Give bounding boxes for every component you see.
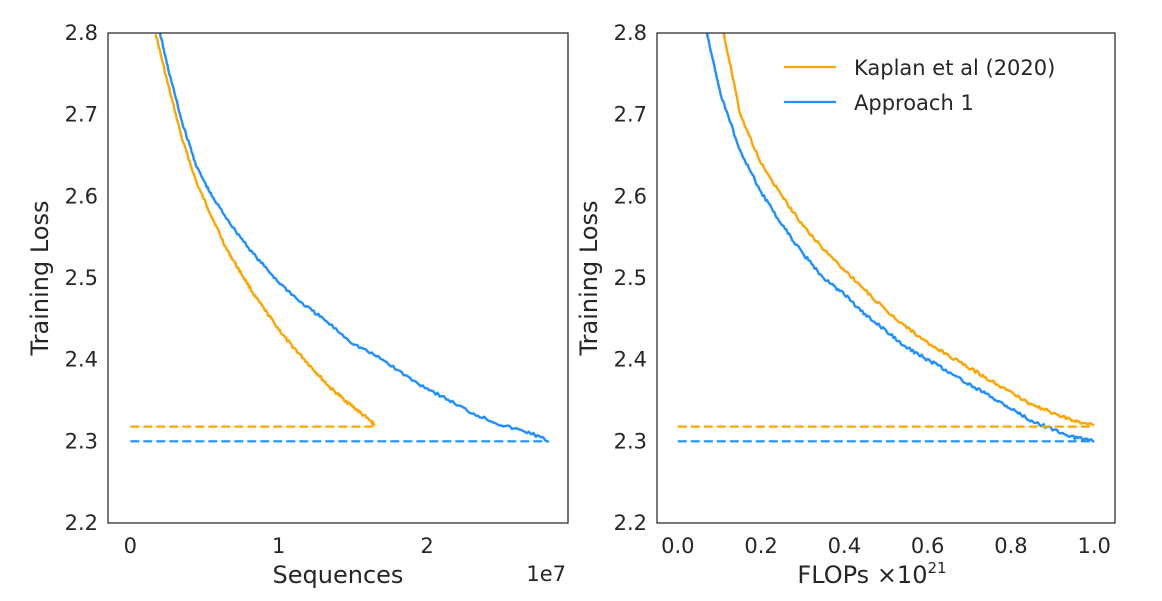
x-tick-label: 0.4 (828, 534, 861, 558)
series-line-1 (705, 33, 1095, 443)
x-tick-label: 0.6 (911, 534, 944, 558)
legend-label-approach-1: Approach 1 (854, 91, 974, 115)
legend: Kaplan et al (2020) Approach 1 (784, 56, 1055, 115)
y-tick-labels: 2.2 2.3 2.4 2.5 2.6 2.7 2.8 (614, 21, 647, 535)
series-line-1 (158, 33, 549, 443)
y-tick-label: 2.2 (614, 511, 647, 535)
x-offset-label: 1e7 (526, 562, 566, 586)
x-tick-label: 0.0 (661, 534, 694, 558)
x-tick-labels: 0 1 2 (124, 534, 434, 558)
y-tick-label: 2.6 (65, 184, 98, 208)
y-tick-label: 2.2 (65, 511, 98, 535)
x-tick-label: 2 (420, 534, 433, 558)
series-lines (130, 33, 549, 443)
y-tick-label: 2.3 (65, 429, 98, 453)
plot-frame (656, 32, 1116, 524)
x-axis-label: FLOPs ×1021 (797, 559, 946, 589)
x-tick-labels: 0.0 0.2 0.4 0.6 0.8 1.0 (661, 534, 1111, 558)
x-axis-label: Sequences (273, 561, 404, 589)
x-tick-label: 0.8 (994, 534, 1027, 558)
x-tick-label: 0 (124, 534, 137, 558)
x-tick-label: 1.0 (1077, 534, 1110, 558)
y-tick-label: 2.4 (614, 348, 647, 372)
y-tick-label: 2.7 (614, 103, 647, 127)
y-tick-label: 2.7 (65, 103, 98, 127)
y-tick-labels: 2.2 2.3 2.4 2.5 2.6 2.7 2.8 (65, 21, 98, 535)
x-tick-label: 1 (272, 534, 285, 558)
plot-frame (107, 32, 569, 524)
series-line-0 (722, 33, 1095, 427)
y-tick-label: 2.6 (614, 184, 647, 208)
chart-flops: 2.2 2.3 2.4 2.5 2.6 2.7 2.8 0.0 0.2 0.4 0.6 0.8 1.0… (575, 21, 1116, 589)
y-tick-label: 2.5 (614, 266, 647, 290)
series-lines (677, 33, 1095, 443)
y-axis-label: Training Loss (575, 201, 603, 357)
series-line-0 (154, 33, 376, 427)
y-tick-label: 2.8 (65, 21, 98, 45)
y-tick-label: 2.8 (614, 21, 647, 45)
legend-label-kaplan: Kaplan et al (2020) (854, 56, 1055, 80)
y-tick-label: 2.4 (65, 348, 98, 372)
y-tick-label: 2.3 (614, 429, 647, 453)
y-axis-label: Training Loss (26, 201, 54, 357)
x-tick-label: 0.2 (744, 534, 777, 558)
y-tick-label: 2.5 (65, 266, 98, 290)
